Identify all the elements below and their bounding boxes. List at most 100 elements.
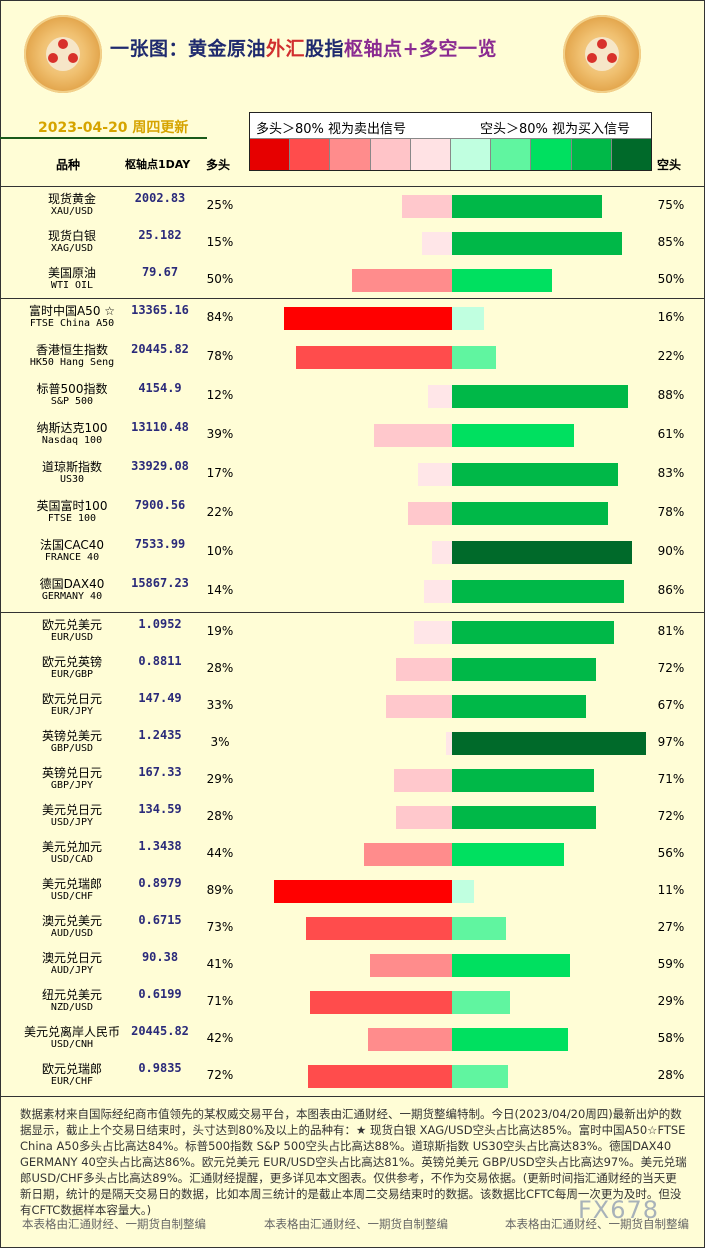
instrument-code: Nasdaq 100 <box>41 435 103 446</box>
long-bar <box>432 541 452 564</box>
short-percent: 67% <box>657 698 685 712</box>
short-percent: 85% <box>657 235 685 249</box>
table-row: 法国CAC40 FRANCE 40 7533.99 10% 90% <box>0 534 705 571</box>
title-part-5: +多空一览 <box>402 38 497 60</box>
long-bar <box>394 769 452 792</box>
table-row: 欧元兑英镑 EUR/GBP 0.8811 28% 72% <box>0 651 705 688</box>
instrument-name: 欧元兑英镑 <box>41 655 102 669</box>
pivot-value: 167.33 <box>138 765 182 779</box>
long-percent: 78% <box>206 349 234 363</box>
table-row: 现货黄金 XAU/USD 2002.83 25% 75% <box>0 188 705 225</box>
table-row: 纽元兑美元 NZD/USD 0.6199 71% 29% <box>0 984 705 1021</box>
instrument-code: USD/CHF <box>50 891 94 902</box>
short-bar <box>452 1065 508 1088</box>
short-bar <box>452 880 474 903</box>
long-bar <box>306 917 452 940</box>
short-bar <box>452 1028 568 1051</box>
instrument-name: 现货白银 <box>47 229 96 243</box>
short-bar <box>452 695 586 718</box>
table-row: 纳斯达克100 Nasdaq 100 13110.48 39% 61% <box>0 417 705 454</box>
instrument-name: 香港恒生指数 <box>35 343 108 357</box>
short-bar <box>452 954 570 977</box>
instrument-name: 标普500指数 <box>36 382 108 396</box>
long-percent: 10% <box>206 544 234 558</box>
title-part-3: 股指 <box>305 38 345 60</box>
footer-note: 数据素材来自国际经纪商市值领先的某权威交易平台，本图表由汇通财经、一期货整编特制… <box>20 1107 687 1217</box>
short-percent: 90% <box>657 544 685 558</box>
short-bar <box>452 769 594 792</box>
instrument-code: NZD/USD <box>50 1002 94 1013</box>
short-percent: 28% <box>657 1068 685 1082</box>
long-bar <box>352 269 452 292</box>
title-part-2: 外汇 <box>266 38 306 60</box>
divider-forex <box>0 612 705 613</box>
long-bar <box>396 658 452 681</box>
footer-credit-2: 本表格由汇通财经、一期货自制整编 <box>264 1217 448 1231</box>
long-bar <box>408 502 452 525</box>
short-bar <box>452 541 632 564</box>
long-percent: 12% <box>206 388 234 402</box>
table-row: 标普500指数 S&P 500 4154.9 12% 88% <box>0 378 705 415</box>
short-bar <box>452 502 608 525</box>
long-bar <box>446 732 452 755</box>
long-percent: 19% <box>206 624 234 638</box>
long-bar <box>386 695 452 718</box>
table-row: 美国原油 WTI OIL 79.67 50% 50% <box>0 262 705 299</box>
col-header-pivot: 枢轴点1DAY <box>125 158 191 171</box>
long-percent: 29% <box>206 772 234 786</box>
divider-indices <box>0 298 705 299</box>
short-bar <box>452 917 506 940</box>
table-row: 澳元兑日元 AUD/JPY 90.38 41% 59% <box>0 947 705 984</box>
instrument-name: 现货黄金 <box>47 192 96 206</box>
pivot-value: 33929.08 <box>131 459 189 473</box>
legend-swatch <box>250 138 290 170</box>
pivot-value: 134.59 <box>138 802 182 816</box>
instrument-code: AUD/JPY <box>50 965 94 976</box>
instrument-name: 道琼斯指数 <box>41 460 102 474</box>
long-percent: 72% <box>206 1068 234 1082</box>
instrument-code: GBP/JPY <box>50 780 94 791</box>
long-bar <box>422 232 452 255</box>
short-percent: 22% <box>657 349 685 363</box>
instrument-name: 欧元兑瑞郎 <box>41 1062 102 1076</box>
short-percent: 81% <box>657 624 685 638</box>
long-percent: 22% <box>206 505 234 519</box>
short-percent: 71% <box>657 772 685 786</box>
long-percent: 50% <box>206 272 234 286</box>
instrument-code: AUD/USD <box>50 928 94 939</box>
pivot-value: 147.49 <box>138 691 182 705</box>
instrument-name: 法国CAC40 <box>39 538 105 552</box>
divider-footer <box>0 1096 705 1097</box>
long-bar <box>396 806 452 829</box>
instrument-code: FTSE China A50 <box>29 318 115 329</box>
pivot-value: 1.3438 <box>138 839 182 853</box>
col-header-short: 空头 <box>657 158 682 172</box>
pivot-value: 0.6199 <box>138 987 182 1001</box>
long-bar <box>414 621 452 644</box>
pivot-value: 4154.9 <box>138 381 182 395</box>
short-bar <box>452 424 574 447</box>
instrument-code: HK50 Hang Seng <box>29 357 115 368</box>
long-percent: 25% <box>206 198 234 212</box>
long-bar <box>310 991 452 1014</box>
short-percent: 86% <box>657 583 685 597</box>
short-bar <box>452 806 596 829</box>
long-percent: 3% <box>210 735 230 749</box>
long-bar <box>274 880 452 903</box>
table-row: 澳元兑美元 AUD/USD 0.6715 73% 27% <box>0 910 705 947</box>
instrument-name: 英镑兑日元 <box>41 766 102 780</box>
title-part-4: 枢轴点 <box>344 38 403 60</box>
long-bar <box>402 195 452 218</box>
date-underline <box>0 137 207 139</box>
short-percent: 50% <box>657 272 685 286</box>
instrument-name: 美元兑加元 <box>41 840 102 854</box>
header: 一张图：黄金原油外汇股指枢轴点+多空一览 2023-04-20 周四更新 <box>0 0 705 137</box>
long-bar <box>418 463 452 486</box>
table-row: 现货白银 XAG/USD 25.182 15% 85% <box>0 225 705 262</box>
pivot-value: 0.9835 <box>138 1061 182 1075</box>
long-percent: 17% <box>206 466 234 480</box>
instrument-name: 富时中国A50 ☆ <box>28 304 116 318</box>
pivot-value: 20445.82 <box>131 342 189 356</box>
long-bar <box>296 346 452 369</box>
long-percent: 14% <box>206 583 234 597</box>
